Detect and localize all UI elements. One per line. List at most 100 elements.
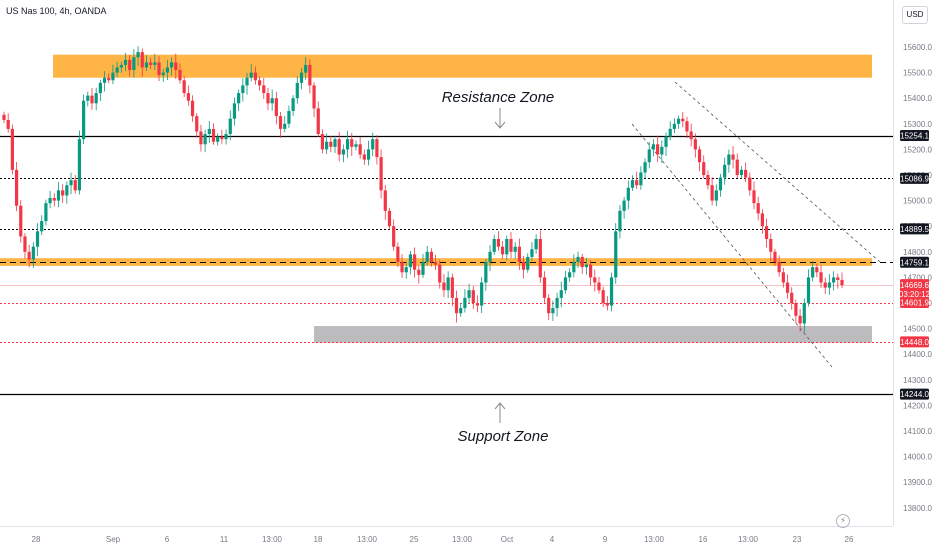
candle-body[interactable] [65, 185, 69, 196]
candle-body[interactable] [52, 198, 56, 201]
candle-body[interactable] [710, 185, 714, 201]
candle-body[interactable] [69, 180, 73, 186]
candle-body[interactable] [107, 77, 111, 81]
candle-body[interactable] [320, 134, 325, 150]
candle-body[interactable] [819, 272, 823, 283]
candle-body[interactable] [408, 254, 413, 268]
candle-body[interactable] [635, 180, 639, 186]
candle-body[interactable] [31, 246, 35, 260]
candle-body[interactable] [442, 282, 446, 291]
candle-body[interactable] [161, 72, 165, 76]
candle-body[interactable] [832, 277, 836, 283]
candle-body[interactable] [526, 256, 530, 270]
candle-body[interactable] [656, 144, 660, 155]
candle-body[interactable] [802, 303, 806, 324]
candle-body[interactable] [144, 62, 149, 68]
candle-body[interactable] [651, 144, 656, 150]
candle-body[interactable] [463, 297, 467, 309]
candle-body[interactable] [325, 141, 329, 150]
candle-body[interactable] [568, 272, 572, 278]
candle-body[interactable] [278, 116, 283, 129]
candle-body[interactable] [760, 213, 764, 227]
candle-body[interactable] [731, 154, 735, 160]
candle-body[interactable] [165, 67, 170, 73]
candle-body[interactable] [580, 256, 584, 268]
candle-body[interactable] [287, 111, 291, 124]
candle-body[interactable] [823, 282, 827, 288]
candle-body[interactable] [702, 162, 706, 175]
candle-body[interactable] [115, 67, 119, 73]
candle-body[interactable] [10, 128, 14, 170]
candle-body[interactable] [433, 262, 438, 265]
candle-body[interactable] [467, 290, 471, 298]
candle-body[interactable] [509, 239, 513, 252]
candle-body[interactable] [429, 251, 433, 263]
candle-body[interactable] [697, 149, 702, 163]
candle-body[interactable] [203, 134, 207, 145]
candle-body[interactable] [643, 162, 647, 173]
candle-body[interactable] [547, 297, 551, 314]
candle-body[interactable] [672, 123, 676, 129]
price-axis[interactable]: 15600.015500.015400.015300.015200.015100… [903, 43, 932, 513]
candle-body[interactable] [773, 251, 777, 263]
candle-body[interactable] [270, 98, 274, 104]
candle-body[interactable] [505, 239, 509, 255]
candle-body[interactable] [35, 231, 40, 247]
candle-body[interactable] [576, 256, 580, 263]
currency-button[interactable]: USD [902, 6, 928, 24]
candle-body[interactable] [350, 139, 354, 147]
candle-body[interactable] [480, 282, 484, 306]
candle-body[interactable] [123, 59, 128, 65]
candle-body[interactable] [304, 64, 308, 73]
candle-body[interactable] [454, 297, 459, 314]
candle-body[interactable] [794, 303, 798, 316]
candle-body[interactable] [484, 262, 488, 283]
candle-body[interactable] [475, 303, 480, 306]
candle-body[interactable] [73, 180, 77, 191]
candle-body[interactable] [664, 136, 668, 147]
candle-body[interactable] [521, 262, 526, 270]
candle-body[interactable] [392, 226, 396, 247]
candle-body[interactable] [425, 251, 429, 263]
candle-body[interactable] [471, 290, 475, 303]
candle-body[interactable] [86, 95, 90, 101]
candle-body[interactable] [706, 175, 710, 186]
candle-body[interactable] [345, 139, 350, 150]
candle-body[interactable] [396, 246, 400, 263]
candle-body[interactable] [190, 100, 195, 117]
candle-body[interactable] [329, 141, 333, 147]
candle-body[interactable] [840, 279, 844, 286]
candle-body[interactable] [44, 203, 48, 222]
candle-body[interactable] [622, 200, 626, 211]
candle-body[interactable] [714, 190, 718, 201]
candle-body[interactable] [102, 77, 107, 83]
candle-body[interactable] [178, 70, 182, 81]
candle-body[interactable] [136, 52, 140, 58]
candle-body[interactable] [417, 269, 421, 275]
candle-body[interactable] [806, 277, 811, 303]
candle-body[interactable] [48, 198, 52, 204]
candle-body[interactable] [182, 80, 186, 94]
candle-body[interactable] [283, 123, 287, 129]
candle-body[interactable] [400, 262, 404, 273]
candle-body[interactable] [597, 282, 601, 291]
candle-body[interactable] [358, 144, 362, 155]
candle-body[interactable] [237, 93, 241, 104]
candle-body[interactable] [245, 77, 249, 86]
candle-body[interactable] [149, 62, 153, 65]
candle-body[interactable] [316, 108, 320, 135]
candle-body[interactable] [375, 139, 379, 158]
candle-body[interactable] [727, 154, 731, 165]
candle-body[interactable] [157, 62, 161, 76]
candle-body[interactable] [450, 277, 454, 298]
candle-body[interactable] [551, 308, 555, 314]
candle-body[interactable] [815, 267, 819, 273]
candle-body[interactable] [517, 246, 521, 263]
candle-body[interactable] [647, 149, 651, 163]
candle-body[interactable] [790, 292, 794, 303]
candle-body[interactable] [249, 72, 253, 78]
candle-body[interactable] [266, 93, 270, 104]
candle-body[interactable] [174, 62, 178, 71]
candle-body[interactable] [798, 315, 802, 324]
candle-body[interactable] [341, 149, 345, 155]
